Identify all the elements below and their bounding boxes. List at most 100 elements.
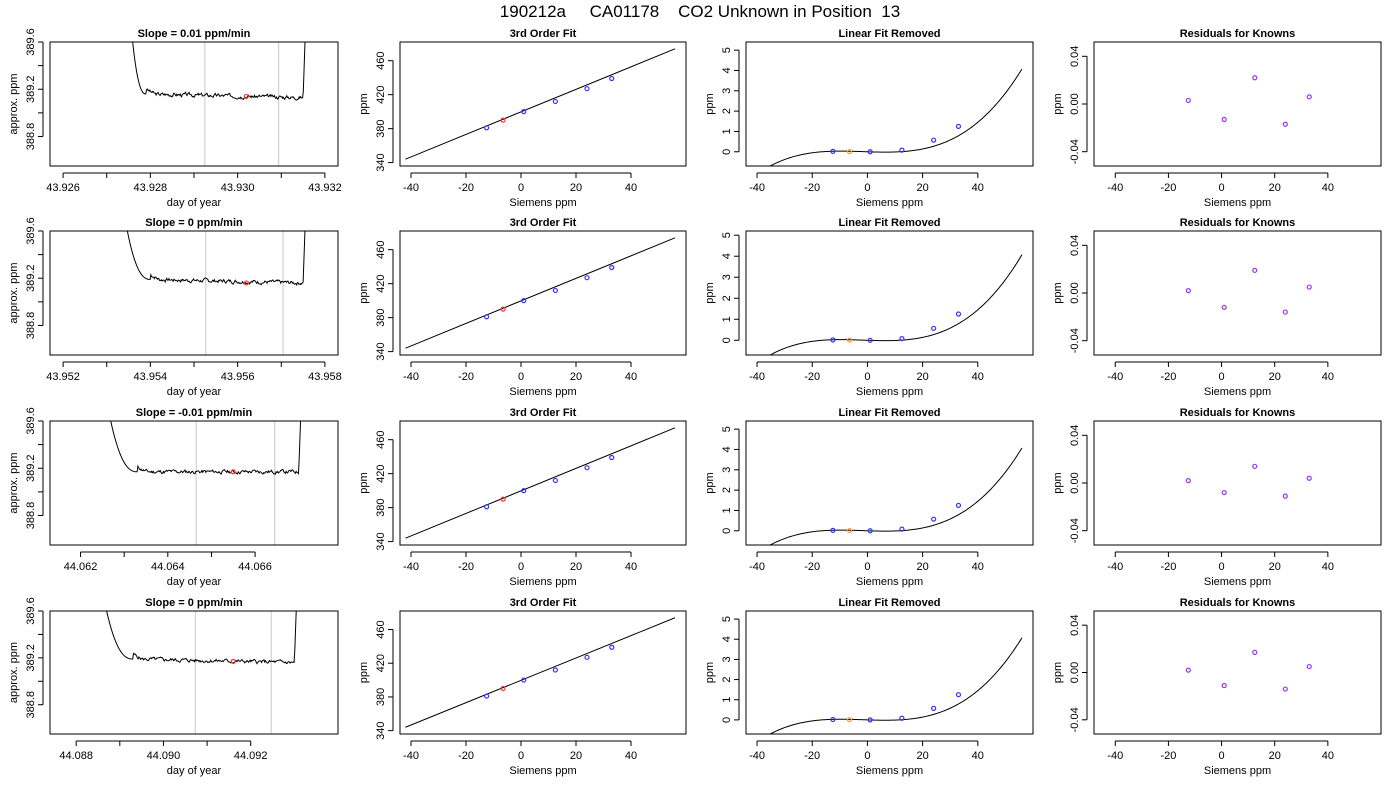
unknown-point <box>500 306 506 312</box>
y-tick-label: 1 <box>721 697 733 703</box>
x-tick-label: -20 <box>1160 561 1176 573</box>
x-tick-label: 20 <box>570 561 582 573</box>
x-tick-label: -40 <box>749 182 765 194</box>
panel-title: 3rd Order Fit <box>510 597 577 609</box>
plot-frame <box>745 41 1034 167</box>
y-axis-label: ppm <box>704 662 716 683</box>
plot-area <box>1185 75 1312 127</box>
residual-point <box>1185 478 1191 484</box>
residual-point <box>1306 94 1312 100</box>
unknown-point <box>846 717 853 723</box>
panel-title: Slope = -0.01 ppm/min <box>136 407 253 419</box>
x-tick-label: -20 <box>458 750 474 762</box>
y-tick-label: 0.00 <box>1069 282 1081 303</box>
panel-trace-3: Slope = -0.01 ppm/min 44.062 44.064 44.066 3… <box>8 407 339 588</box>
y-tick-label: 460 <box>375 620 387 638</box>
y-tick-label: 4 <box>721 446 733 452</box>
known-point <box>899 526 905 532</box>
y-axis-label: ppm <box>704 282 716 303</box>
unknown-point <box>500 496 506 502</box>
x-tick-label: 0 <box>518 182 524 194</box>
panel-title: Residuals for Knowns <box>1180 28 1296 40</box>
y-tick-label: 2 <box>721 108 733 114</box>
known-point <box>609 454 615 461</box>
x-tick-label: -20 <box>804 371 820 383</box>
residual-point <box>1221 116 1227 123</box>
panel-title: Slope = 0 ppm/min <box>145 217 243 229</box>
residual-point <box>1306 663 1312 670</box>
residual-point <box>1306 475 1312 481</box>
y-tick-label: 4 <box>721 67 733 73</box>
x-tick-label: -40 <box>403 561 419 573</box>
y-tick-label: 388.8 <box>25 123 37 151</box>
x-axis-label: Siemens ppm <box>1204 576 1271 588</box>
x-tick-label: 43.956 <box>221 371 255 383</box>
x-axis-label: Siemens ppm <box>1204 386 1271 398</box>
y-tick-label: 0.04 <box>1069 46 1081 67</box>
known-point <box>931 705 937 711</box>
x-tick-label: 40 <box>1322 371 1334 383</box>
y-tick-label: 5 <box>721 616 733 622</box>
known-point <box>899 336 905 342</box>
x-tick-label: 20 <box>916 750 928 762</box>
known-point <box>552 98 558 105</box>
y-tick-label: 389.6 <box>25 597 37 625</box>
y-tick-label: 0.04 <box>1069 235 1081 256</box>
y-tick-label: 389.2 <box>25 454 37 482</box>
x-tick-label: 43.926 <box>46 182 80 194</box>
known-point <box>609 644 615 650</box>
x-tick-label: -40 <box>1107 371 1123 383</box>
x-axis-label: day of year <box>167 765 222 777</box>
x-tick-label: 20 <box>916 182 928 194</box>
x-axis-label: Siemens ppm <box>856 765 923 777</box>
plot-area <box>405 427 676 539</box>
known-point <box>609 264 615 271</box>
y-axis-label: approx. ppm <box>8 642 20 703</box>
y-tick-label: 460 <box>375 241 387 259</box>
residual-point <box>1282 686 1288 692</box>
x-tick-label: -40 <box>1107 182 1123 194</box>
x-tick-label: 0 <box>1218 561 1224 573</box>
x-axis-label: day of year <box>167 576 222 588</box>
known-point <box>931 516 937 522</box>
known-point <box>867 717 873 723</box>
x-tick-label: 40 <box>972 561 984 573</box>
x-tick-label: -40 <box>749 561 765 573</box>
known-point <box>521 677 527 683</box>
x-tick-label: 20 <box>916 371 928 383</box>
panel-resid-2: Residuals for Knowns -40 -20 0 20 40 -0.04 0.00… <box>1052 217 1382 398</box>
x-tick-label: 43.928 <box>134 182 168 194</box>
y-tick-label: 380 <box>375 688 387 706</box>
x-tick-label: 20 <box>570 750 582 762</box>
known-point <box>584 86 590 92</box>
known-point <box>584 275 590 281</box>
known-point <box>955 123 962 129</box>
x-tick-label: 40 <box>972 750 984 762</box>
known-point <box>552 667 558 673</box>
y-tick-label: 0.04 <box>1069 425 1081 446</box>
panel-resid-4: Residuals for Knowns -40 -20 0 20 40 -0.04 0.00… <box>1052 597 1382 777</box>
x-tick-label: 0 <box>1218 371 1224 383</box>
x-tick-label: 43.952 <box>46 371 80 383</box>
y-tick-label: 5 <box>721 426 733 432</box>
x-tick-label: -20 <box>458 561 474 573</box>
known-point <box>931 137 937 143</box>
plot-area <box>126 231 306 355</box>
plot-area <box>132 42 306 166</box>
plot-area <box>769 68 1023 166</box>
y-tick-label: 388.8 <box>25 691 37 719</box>
known-point <box>584 654 590 660</box>
panel-resid-3: Residuals for Knowns -40 -20 0 20 40 -0.04 0.00… <box>1052 407 1382 588</box>
panel-linrem-2: Linear Fit Removed -40 -20 0 20 40 0 1 2 3 4 5 Sieme… <box>704 217 1034 398</box>
plot-area <box>405 48 676 160</box>
panel-title: Linear Fit Removed <box>838 597 940 609</box>
signal-trace <box>106 611 297 665</box>
y-tick-label: 2 <box>721 487 733 493</box>
panel-title: 3rd Order Fit <box>510 217 577 229</box>
x-tick-label: 44.064 <box>151 561 185 573</box>
known-point <box>830 527 836 533</box>
x-tick-label: -40 <box>1107 561 1123 573</box>
known-point <box>484 504 490 510</box>
y-tick-label: 460 <box>375 431 387 449</box>
unknown-point <box>500 685 506 692</box>
